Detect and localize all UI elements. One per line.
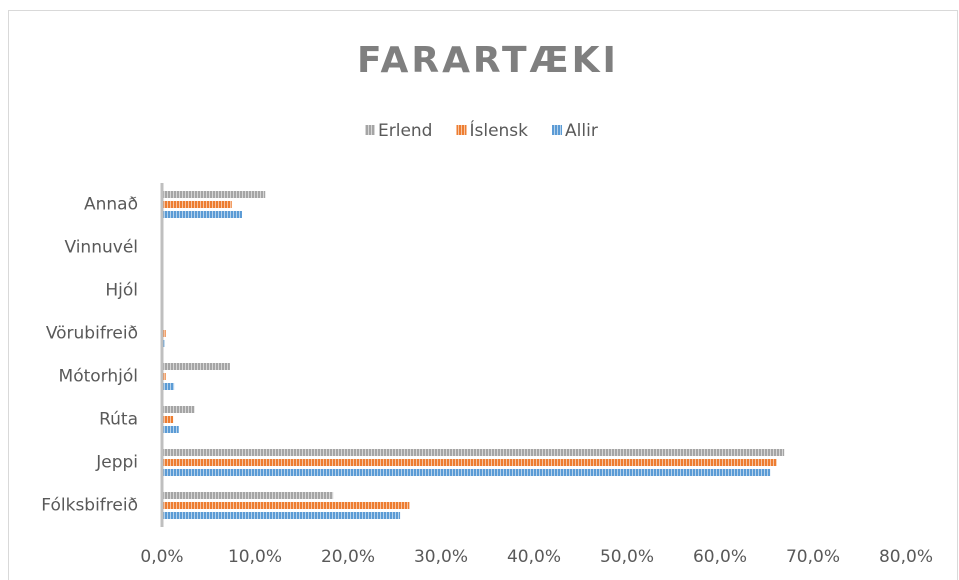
bar: [162, 383, 175, 390]
x-tick-label: 20,0%: [321, 547, 375, 567]
chart-frame: [8, 10, 958, 580]
y-tick-label: Annað: [84, 195, 138, 215]
bar: [162, 201, 232, 208]
bar: [162, 363, 230, 370]
bar: [162, 416, 174, 423]
y-tick-label: Jeppi: [95, 453, 138, 473]
x-tick-label: 80,0%: [879, 547, 933, 567]
x-tick-label: 40,0%: [507, 547, 561, 567]
bar: [162, 406, 195, 413]
x-tick-label: 50,0%: [600, 547, 654, 567]
legend-swatch: [365, 125, 375, 135]
y-tick-label: Vinnuvél: [64, 238, 138, 258]
bar: [162, 502, 410, 509]
legend-swatch: [456, 125, 467, 135]
legend-label: Erlend: [378, 121, 432, 141]
x-tick-label: 60,0%: [693, 547, 747, 567]
y-tick-label: Hjól: [105, 281, 138, 301]
bar: [162, 459, 777, 466]
y-tick-label: Fólksbifreið: [41, 496, 138, 516]
bar: [162, 512, 401, 519]
bar: [162, 426, 179, 433]
bar: [162, 330, 166, 337]
bar: [162, 373, 166, 380]
bar: [162, 469, 771, 476]
y-tick-label: Rúta: [99, 410, 138, 430]
x-tick-label: 70,0%: [786, 547, 840, 567]
legend-label: Íslensk: [469, 119, 528, 141]
y-tick-label: Vörubifreið: [46, 324, 138, 344]
x-tick-label: 0,0%: [140, 547, 183, 567]
y-tick-label: Mótorhjól: [59, 367, 138, 387]
bar: [162, 191, 266, 198]
bar: [162, 211, 242, 218]
bar: [162, 449, 785, 456]
x-tick-label: 10,0%: [228, 547, 282, 567]
legend-label: Allir: [565, 121, 598, 141]
legend-swatch: [552, 125, 563, 135]
chart-title: FARARTÆKI: [357, 40, 619, 81]
x-tick-label: 30,0%: [414, 547, 468, 567]
bar: [162, 492, 334, 499]
